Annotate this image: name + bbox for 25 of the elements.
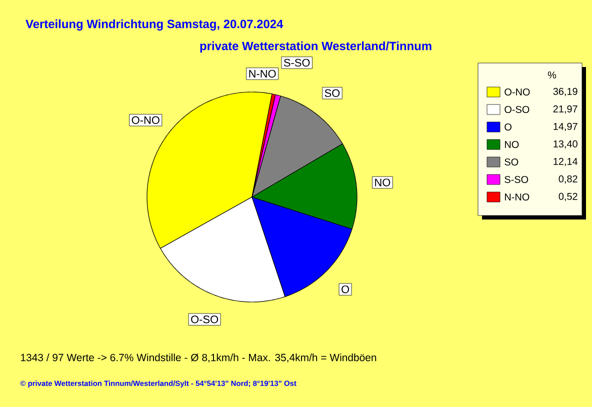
data-label: 36,19 xyxy=(553,88,578,96)
legend-label: O xyxy=(504,123,512,131)
legend-label: S-SO xyxy=(504,176,528,184)
legend-title: % xyxy=(548,72,556,78)
legend-label: SO xyxy=(504,158,518,166)
data-label: 0,82 xyxy=(558,175,578,184)
legend-label: O-NO xyxy=(504,88,530,96)
slice-label: SO xyxy=(324,89,340,97)
data-label: 0,52 xyxy=(558,192,578,202)
data-label: 13,40 xyxy=(554,140,578,149)
legend-label: N-NO xyxy=(505,193,530,201)
slice-label: O xyxy=(342,285,350,294)
slice-label: NO xyxy=(375,178,390,186)
legend-label: NO xyxy=(505,140,519,148)
category-label: N-NO xyxy=(249,70,276,78)
data-label: 12,14 xyxy=(554,158,578,166)
chart-subtitle: private Wetterstation Westerland/Tinnum xyxy=(200,41,432,53)
slice-label: O-SO xyxy=(191,316,218,324)
data-label: 14,97 xyxy=(554,122,578,132)
data-label: 21,97 xyxy=(553,105,578,114)
slice-label: S-SO xyxy=(284,58,310,67)
legend-label: O-SO xyxy=(504,106,530,114)
slice-label: O-NO xyxy=(132,116,160,124)
text: 1343 / 97 Werte -> 6.7% Windstille - Ø 8,1km/h - Max. 35,4km/h = Windböen xyxy=(21,354,376,362)
chart-title: Verteilung Windrichtung Samstag, 20.07.2024 xyxy=(26,19,284,31)
